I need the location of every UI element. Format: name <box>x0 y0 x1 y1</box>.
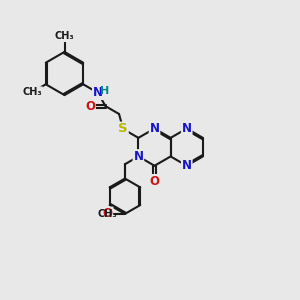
Text: N: N <box>134 150 143 163</box>
Text: N: N <box>149 122 160 135</box>
Text: CH₃: CH₃ <box>97 209 117 219</box>
Text: O: O <box>149 175 160 188</box>
Text: O: O <box>103 207 113 220</box>
Text: N: N <box>93 86 103 99</box>
Text: CH₃: CH₃ <box>22 87 42 97</box>
Text: N: N <box>182 159 192 172</box>
Text: CH₃: CH₃ <box>55 31 74 41</box>
Text: O: O <box>85 100 95 113</box>
Text: N: N <box>182 122 192 135</box>
Text: H: H <box>100 85 109 96</box>
Text: S: S <box>118 122 128 136</box>
